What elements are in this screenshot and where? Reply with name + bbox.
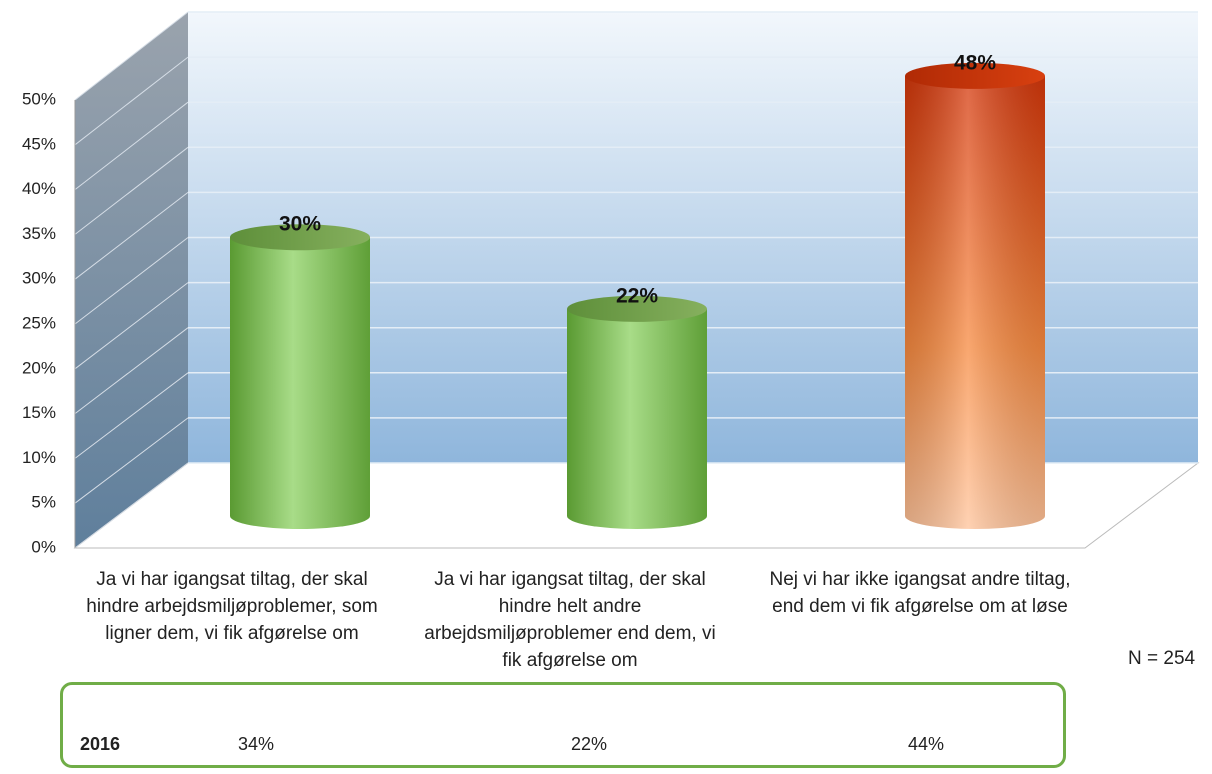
value-label: 30% bbox=[279, 213, 321, 236]
y-tick-label: 5% bbox=[31, 493, 56, 512]
bar-top bbox=[567, 295, 707, 322]
bar-top bbox=[905, 62, 1045, 89]
table-cell: 22% bbox=[571, 734, 608, 754]
y-tick-label: 45% bbox=[22, 134, 56, 153]
value-label: 22% bbox=[616, 284, 658, 307]
grid-line bbox=[74, 462, 189, 549]
y-tick-label: 50% bbox=[22, 89, 56, 108]
bar-body bbox=[230, 237, 370, 529]
side-wall bbox=[75, 12, 188, 548]
y-tick-label: 40% bbox=[22, 179, 56, 198]
grid-line bbox=[74, 237, 189, 325]
grid-line bbox=[74, 101, 189, 190]
y-tick-label: 20% bbox=[22, 358, 56, 377]
category-label: Ja vi har igangsat tiltag, der skal hind… bbox=[424, 569, 716, 671]
comparison-table bbox=[60, 682, 1066, 768]
bar-body bbox=[567, 308, 707, 529]
y-tick-label: 30% bbox=[22, 269, 56, 288]
grid-line bbox=[74, 56, 189, 146]
y-tick-label: 15% bbox=[22, 403, 56, 422]
table-cell: 44% bbox=[908, 734, 945, 754]
bar bbox=[567, 295, 707, 529]
category-label: Ja vi har igangsat tiltag, der skal hind… bbox=[86, 569, 378, 644]
grid-line bbox=[74, 417, 189, 504]
table-cell: 34% bbox=[238, 734, 275, 754]
grid-line bbox=[74, 372, 189, 459]
bar bbox=[905, 62, 1045, 530]
y-tick-label: 35% bbox=[22, 224, 56, 243]
sample-size: N = 254 bbox=[1128, 648, 1196, 669]
grid-line bbox=[74, 327, 189, 414]
chart: 0% 5% 10% 15% 20% 25% 30% 35% 40% 45% 50% 30% 22% 48… bbox=[22, 11, 1200, 556]
grid-line bbox=[74, 11, 189, 101]
category-label: Nej vi har ikke igangsat andre tiltag, e… bbox=[769, 569, 1071, 617]
grid-line bbox=[74, 146, 189, 235]
y-tick-label: 25% bbox=[22, 313, 56, 332]
grid-line bbox=[74, 192, 189, 280]
y-tick-label: 0% bbox=[31, 537, 56, 556]
value-label: 48% bbox=[954, 51, 996, 74]
y-tick-label: 10% bbox=[22, 448, 56, 467]
bar-shine bbox=[905, 75, 1045, 530]
table-row-label: 2016 bbox=[80, 734, 121, 754]
bar bbox=[230, 224, 370, 529]
bar-top bbox=[230, 224, 370, 251]
grid-line bbox=[74, 282, 189, 370]
